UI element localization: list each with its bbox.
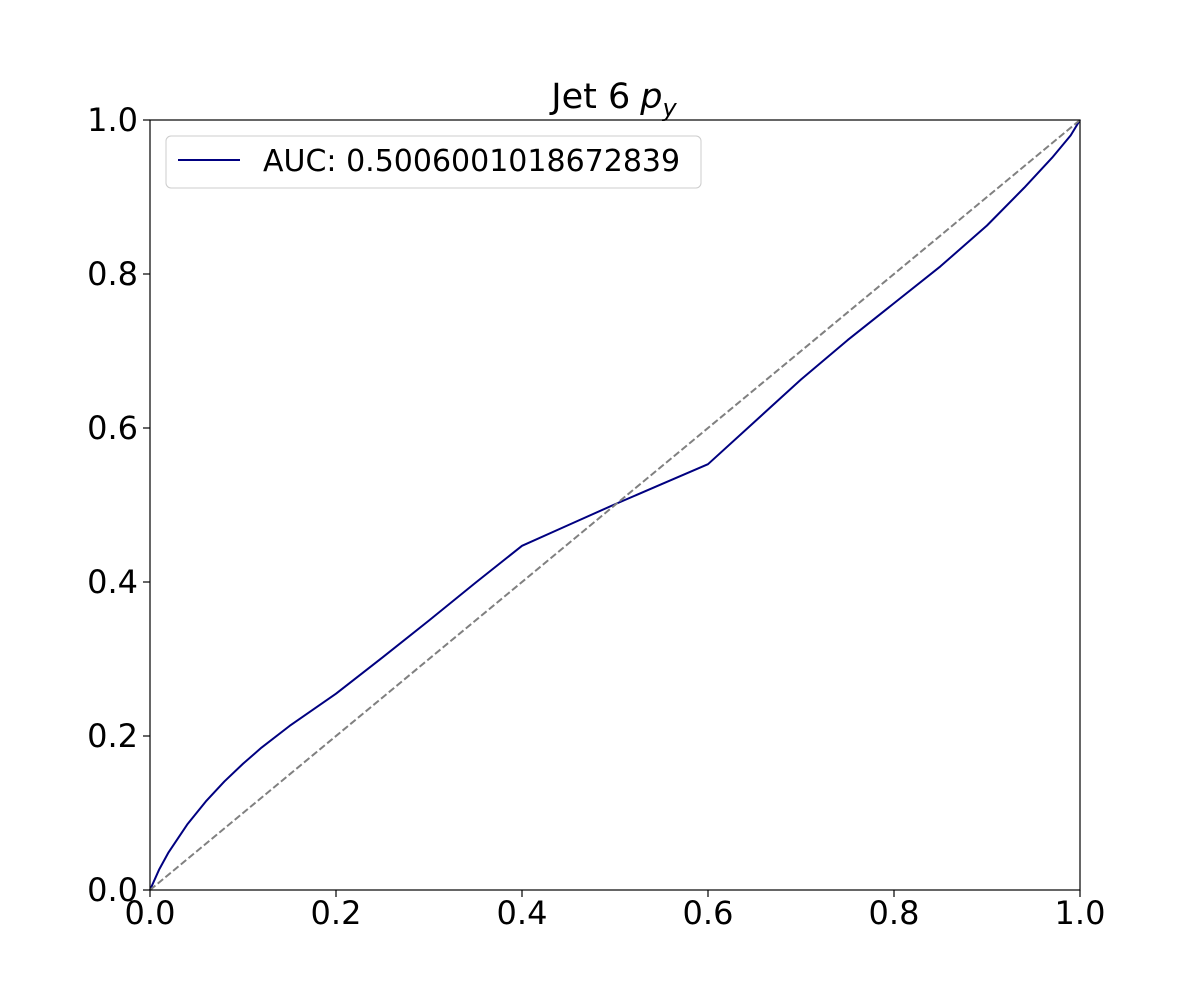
x-tick-label: 0.0 [125, 894, 176, 932]
legend: AUC: 0.5006001018672839 [165, 135, 702, 189]
legend-label-series-0: AUC: 0.5006001018672839 [263, 144, 680, 179]
y-axis: 0.0 0.2 0.4 0.6 0.8 1.0 [87, 101, 150, 909]
x-tick-label: 0.4 [497, 894, 548, 932]
y-tick-label: 0.8 [87, 255, 138, 293]
y-tick-label: 0.0 [87, 871, 138, 909]
x-tick-label: 0.6 [683, 894, 734, 932]
reference-diagonal-line [149, 119, 1081, 891]
chart-title-text: Jet 6 [549, 77, 630, 117]
x-axis: 0.0 0.2 0.4 0.6 0.8 1.0 [125, 890, 1106, 932]
x-tick-label: 1.0 [1055, 894, 1106, 932]
x-tick-label: 0.2 [311, 894, 362, 932]
chart-title-math: p [639, 77, 662, 117]
chart-title-math-sub: y [662, 94, 678, 122]
y-tick-label: 1.0 [87, 101, 138, 139]
y-tick-label: 0.4 [87, 563, 138, 601]
y-tick-label: 0.2 [87, 717, 138, 755]
plot-lines [149, 119, 1081, 891]
y-tick-label: 0.6 [87, 409, 138, 447]
series-line-0 [149, 119, 1081, 891]
chart-title: Jet 6 py [549, 77, 677, 122]
x-tick-label: 0.8 [869, 894, 920, 932]
plot-frame [149, 119, 1081, 891]
legend-box [165, 135, 702, 189]
